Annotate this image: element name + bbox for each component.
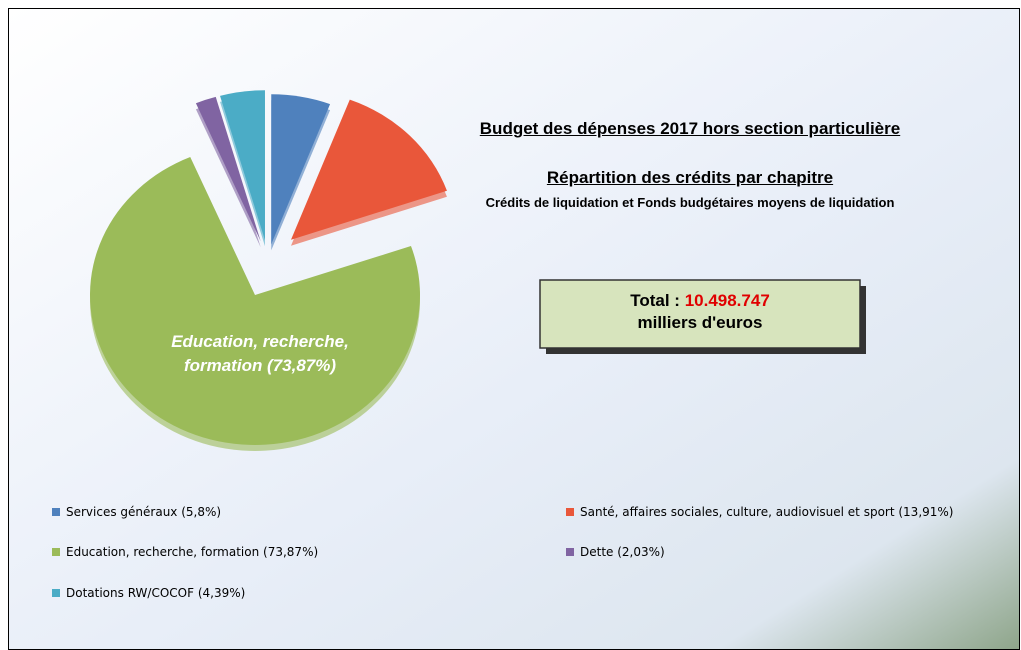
legend-swatch — [52, 589, 60, 597]
slice — [220, 90, 265, 241]
legend-label: Services généraux (5,8%) — [66, 505, 221, 519]
total-unit: milliers d'euros — [637, 313, 763, 332]
legend-label: Education, recherche, formation (73,87%) — [66, 545, 318, 559]
total-box — [539, 279, 861, 349]
slice — [290, 99, 447, 240]
legend-label: Santé, affaires sociales, culture, audio… — [580, 505, 954, 519]
legend-swatch — [52, 548, 60, 556]
legend-swatch — [566, 508, 574, 516]
legend-swatch — [52, 508, 60, 516]
chart-subtitle: Crédits de liquidation et Fonds budgétai… — [485, 195, 895, 210]
chart-title-2: Répartition des crédits par chapitre — [546, 168, 834, 187]
legend-label: Dette (2,03%) — [580, 545, 665, 559]
legend-label: Dotations RW/COCOF (4,39%) — [66, 586, 245, 600]
slice-depth — [195, 102, 261, 248]
total-text: Total : 10.498.747 milliers d'euros — [540, 290, 860, 334]
chart-title: Budget des dépenses 2017 hors section pa… — [479, 119, 901, 138]
slice — [89, 157, 420, 446]
slice — [195, 96, 261, 242]
data-label: Education, recherche, formation (73,87%) — [171, 332, 349, 375]
legend-swatch — [566, 548, 574, 556]
slice — [271, 94, 331, 245]
total-label: Total : — [630, 291, 680, 310]
total-value: 10.498.747 — [684, 291, 770, 310]
